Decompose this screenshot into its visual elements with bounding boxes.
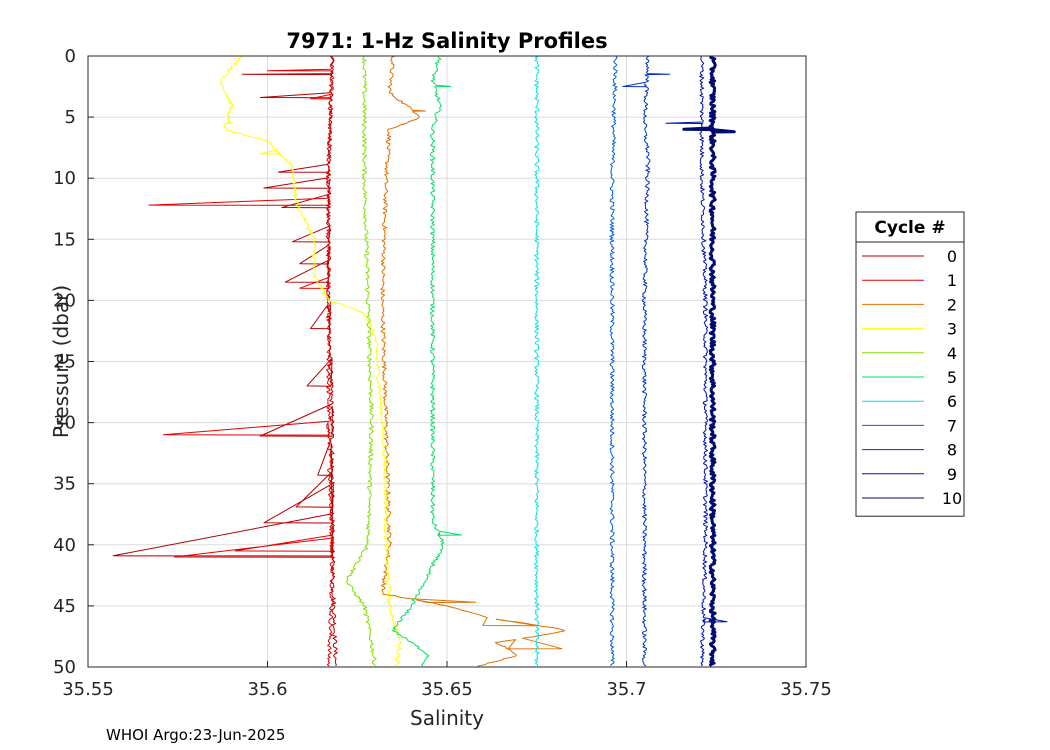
series-line-cycle-0 (112, 56, 338, 667)
series-line-cycle-3 (219, 56, 403, 667)
series-line-cycle-6 (534, 56, 540, 667)
y-tick-label: 35 (53, 474, 76, 495)
legend-item: 1 (862, 271, 957, 290)
y-tick-label: 10 (53, 168, 76, 189)
legend-label: 6 (947, 392, 957, 411)
y-tick-label: 20 (53, 290, 76, 311)
footer-credit: WHOI Argo:23-Jun-2025 (106, 726, 285, 744)
chart-title: 7971: 1-Hz Salinity Profiles (286, 29, 607, 53)
legend-item: 7 (862, 416, 957, 435)
x-tick-label: 35.75 (780, 679, 832, 700)
axis-ticks: 35.55 35.6 35.65 35.7 35.75 0 5 10 15 20 25 30 35 40 4… (53, 46, 832, 700)
y-tick-label: 40 (53, 535, 76, 556)
y-tick-label: 15 (53, 229, 76, 250)
legend-item: 0 (862, 247, 957, 266)
legend-label: 0 (947, 247, 957, 266)
legend-label: 5 (947, 368, 957, 387)
x-tick-label: 35.55 (62, 679, 114, 700)
legend-label: 8 (947, 441, 957, 460)
x-axis-label: Salinity (410, 706, 484, 730)
legend-label: 10 (942, 489, 962, 508)
series-line-cycle-9 (665, 56, 728, 667)
series-line-cycle-1 (148, 56, 335, 667)
y-tick-label: 0 (65, 46, 76, 67)
legend-item: 2 (862, 295, 957, 314)
legend-title: Cycle # (874, 218, 945, 238)
legend-item: 8 (862, 441, 957, 460)
x-tick-label: 35.65 (421, 679, 473, 700)
x-tick-label: 35.7 (606, 679, 646, 700)
legend-item: 4 (862, 344, 957, 363)
y-axis-label: Pressure (dbar) (49, 285, 73, 438)
legend-item: 6 (862, 392, 957, 411)
legend-item: 5 (862, 368, 957, 387)
legend-label: 3 (947, 320, 957, 339)
x-tick-label: 35.6 (247, 679, 287, 700)
legend-label: 9 (947, 465, 957, 484)
legend-item: 3 (862, 320, 957, 339)
legend-label: 2 (947, 295, 957, 314)
y-tick-label: 25 (53, 352, 76, 373)
legend-label: 4 (947, 344, 957, 363)
y-tick-label: 50 (53, 657, 76, 678)
series-line-cycle-7 (609, 56, 618, 667)
y-tick-label: 30 (53, 413, 76, 434)
legend-item: 9 (862, 465, 957, 484)
series-line-cycle-8 (622, 56, 671, 667)
legend-box (855, 211, 965, 517)
series-lines (112, 56, 736, 667)
series-line-cycle-2 (380, 56, 566, 667)
legend-items: 0 1 2 3 4 5 6 7 8 9 10 (862, 247, 962, 508)
legend-item: 10 (862, 489, 962, 508)
y-tick-label: 45 (53, 596, 76, 617)
y-tick-label: 5 (65, 107, 76, 128)
series-line-cycle-5 (391, 56, 462, 667)
legend: Cycle # 0 1 2 3 4 5 6 7 8 9 10 (855, 211, 965, 517)
series-line-cycle-4 (345, 56, 377, 667)
legend-label: 7 (947, 416, 957, 435)
legend-label: 1 (947, 271, 957, 290)
series-line-cycle-10 (682, 56, 736, 667)
